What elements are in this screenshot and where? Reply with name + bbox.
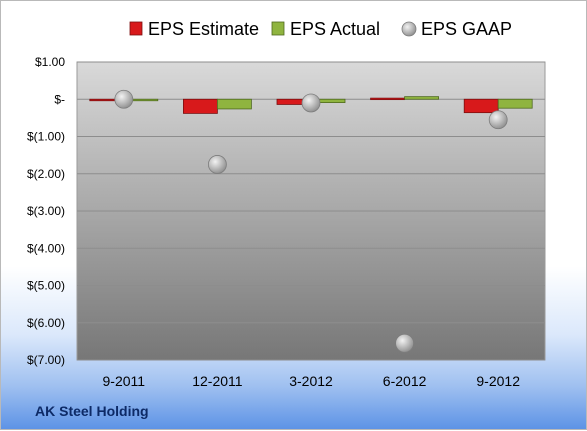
x-axis: 9-2011 12-2011 3-2012 6-2012 9-2012 (103, 373, 521, 389)
y-tick-label: $(7.00) (27, 353, 65, 367)
y-tick-label: $(4.00) (27, 241, 65, 255)
y-tick-label: $1.00 (35, 55, 65, 69)
eps-gaap-point (114, 89, 134, 109)
legend-label: EPS GAAP (421, 19, 512, 39)
y-axis: $1.00 $- $(1.00) $(2.00) $(3.00) $(4.00) $(5.0… (27, 55, 65, 367)
legend: EPS Estimate EPS Actual EPS GAAP (129, 19, 512, 39)
eps-actual-bar (216, 98, 252, 110)
x-tick-label: 9-2011 (103, 373, 146, 389)
company-label: AK Steel Holding (35, 403, 149, 419)
bars (89, 96, 533, 114)
eps-estimate-bar (370, 97, 406, 101)
x-tick-label: 9-2012 (476, 373, 520, 389)
eps-actual-bar (497, 98, 533, 109)
legend-gaap-swatch (401, 21, 417, 37)
y-tick-label: $(6.00) (27, 316, 65, 330)
eps-gaap-point (395, 333, 415, 353)
y-tick-label: $(2.00) (27, 167, 65, 181)
y-tick-label: $- (54, 92, 65, 106)
eps-gaap-point (488, 110, 508, 130)
legend-label: EPS Actual (290, 19, 380, 39)
eps-gaap-point (207, 155, 227, 174)
y-tick-label: $(5.00) (27, 279, 65, 293)
eps-gaap-point (301, 93, 321, 113)
legend-estimate-swatch (129, 21, 143, 36)
y-tick-label: $(1.00) (27, 130, 65, 144)
eps-actual-bar (404, 96, 440, 100)
legend-label: EPS Estimate (148, 19, 259, 39)
x-tick-label: 6-2012 (383, 373, 427, 389)
x-tick-label: 12-2011 (192, 373, 243, 389)
legend-actual-swatch (271, 21, 285, 36)
gaap-points (114, 89, 508, 353)
eps-estimate-bar (182, 98, 218, 114)
eps-estimate-bar (463, 98, 499, 114)
x-tick-label: 3-2012 (289, 373, 333, 389)
y-tick-label: $(3.00) (27, 204, 65, 218)
